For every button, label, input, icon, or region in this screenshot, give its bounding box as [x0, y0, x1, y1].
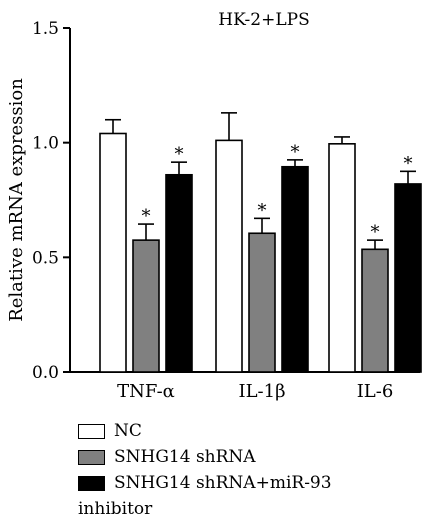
- legend-swatch-snhg14-shrna: [78, 450, 105, 465]
- bar-1-2: [281, 165, 309, 373]
- bar-2-0: [328, 143, 356, 373]
- legend-item-nc: NC: [78, 420, 418, 446]
- significance-marker-1-1: *: [258, 200, 267, 221]
- significance-marker-0-2: *: [175, 144, 184, 165]
- y-tick-label-2: 1.0: [32, 134, 59, 154]
- bar-1-0: [215, 139, 243, 373]
- chart-title: HK-2+LPS: [218, 10, 309, 30]
- legend-swatch-nc: [78, 424, 105, 439]
- bar-0-0: [99, 132, 127, 373]
- x-tick-label-0: TNF-α: [117, 381, 175, 402]
- x-tick-label-2: IL-6: [357, 381, 394, 402]
- legend-label-nc: NC: [114, 421, 142, 441]
- legend-item-snhg14-shrna: SNHG14 shRNA: [78, 446, 418, 472]
- legend-label-snhg14-shrna-mir93: SNHG14 shRNA+miR-93: [114, 473, 332, 493]
- significance-marker-0-1: *: [142, 206, 151, 227]
- legend-swatch-snhg14-shrna-mir93: [78, 476, 105, 491]
- y-tick-label-0: 0.0: [32, 363, 59, 383]
- legend-label-inhibitor: inhibitor: [78, 499, 153, 519]
- significance-marker-2-2: *: [404, 153, 413, 174]
- bar-1-1: [248, 232, 276, 373]
- legend-item-snhg14-shrna-mir93: SNHG14 shRNA+miR-93 inhibitor: [78, 472, 418, 524]
- significance-marker-1-2: *: [291, 142, 300, 163]
- bars-group: [99, 112, 422, 373]
- y-tick-label-1: 0.5: [32, 248, 59, 268]
- significance-marker-2-1: *: [371, 222, 380, 243]
- bar-0-1: [132, 239, 160, 373]
- bar-0-2: [165, 173, 193, 373]
- bar-2-2: [394, 183, 422, 373]
- legend-label-snhg14-shrna: SNHG14 shRNA: [114, 447, 256, 467]
- legend: NC SNHG14 shRNA SNHG14 shRNA+miR-93 inhi…: [78, 420, 418, 524]
- bar-2-1: [361, 248, 389, 373]
- y-axis-label: Relative mRNA expression: [6, 78, 27, 322]
- labels-group: 0.0 0.5 1.0 1.5 * * TNF-α * * IL-1β * * IL-6: [32, 19, 413, 402]
- y-tick-label-3: 1.5: [32, 19, 59, 39]
- x-tick-label-1: IL-1β: [238, 381, 285, 402]
